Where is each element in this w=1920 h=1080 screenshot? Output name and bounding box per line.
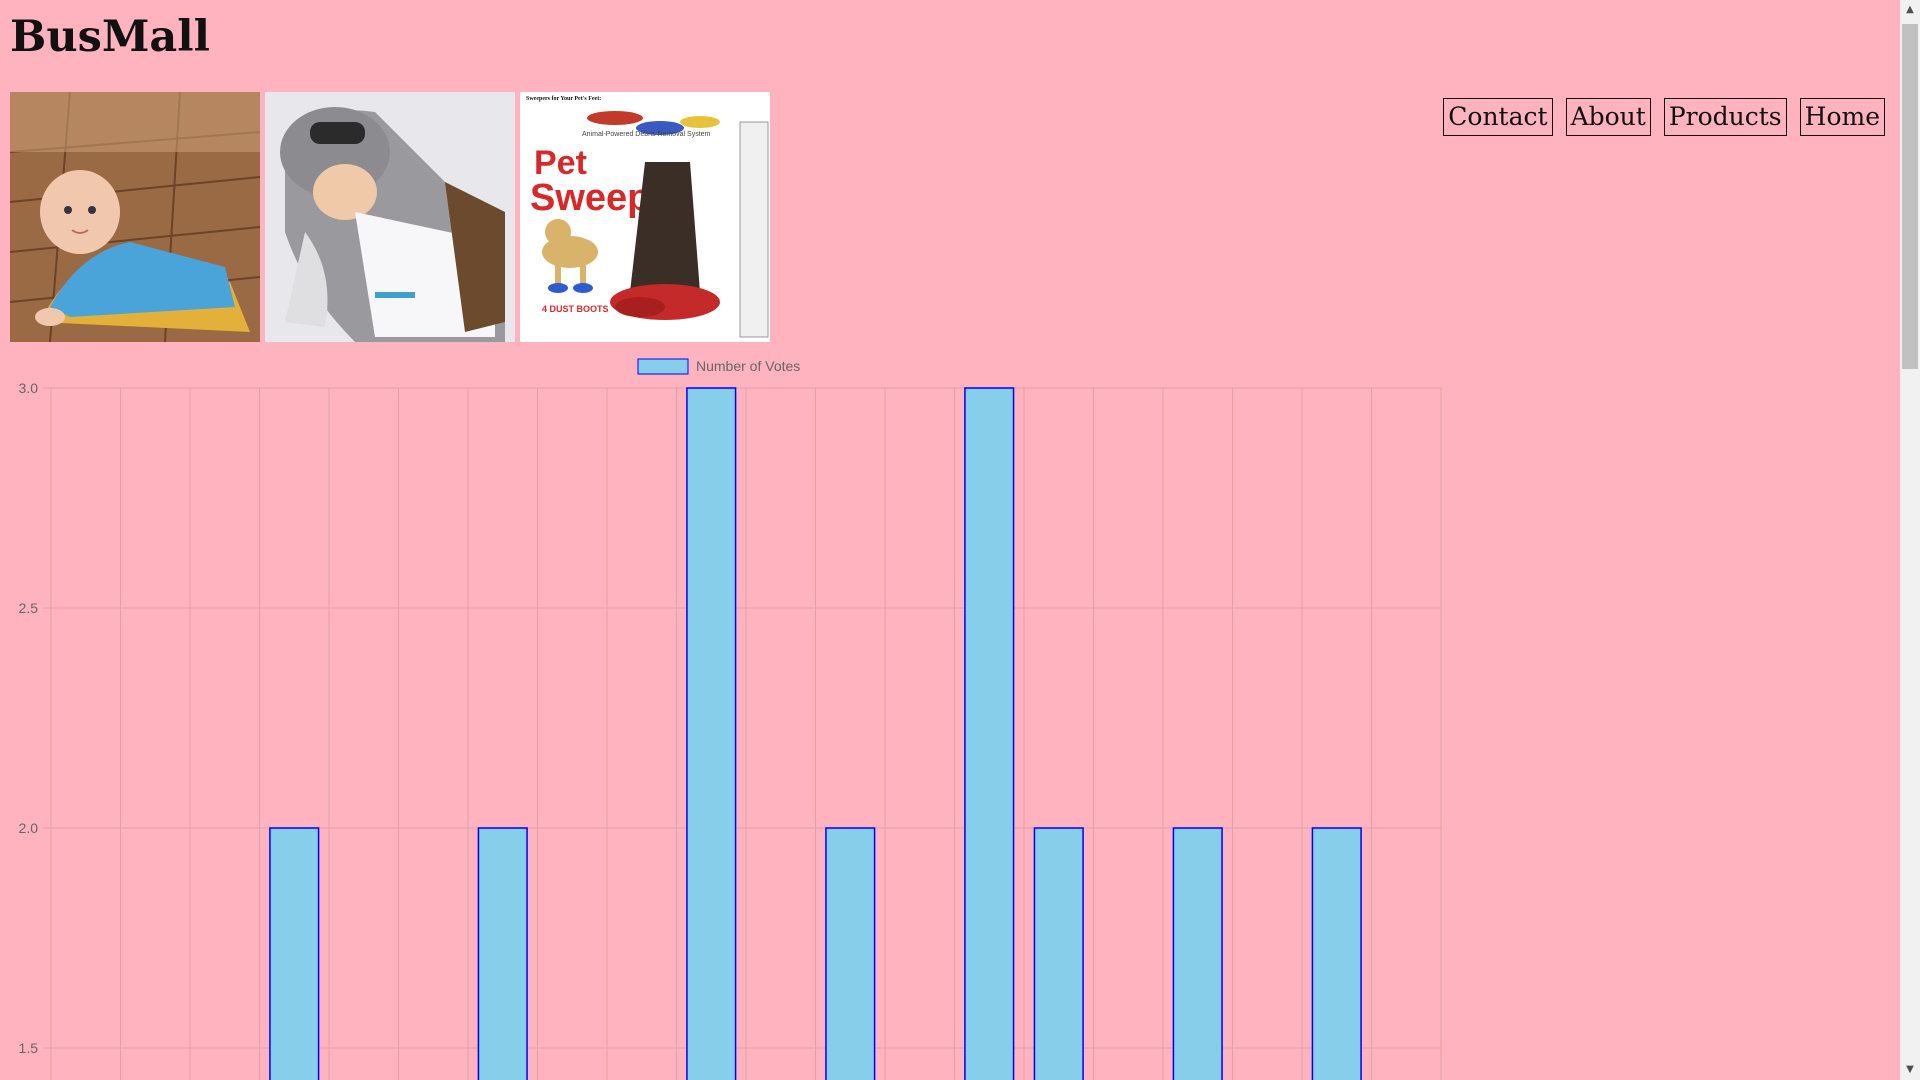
- votes-chart-svg: Number of Votes 3.0 2.5 2.0 1.5: [19, 358, 1442, 1080]
- pet-sweep-title-line-2: Sweep: [530, 177, 650, 219]
- votes-chart: Number of Votes 3.0 2.5 2.0 1.5: [0, 350, 1460, 1080]
- pet-sweep-subtitle: Animal-Powered Debris Removal System: [582, 131, 711, 138]
- y-tick-label: 2.0: [19, 820, 39, 836]
- product-image-baby-sweep[interactable]: [10, 92, 260, 342]
- chart-bar: [1311, 827, 1362, 1080]
- chart-bar: [477, 827, 528, 1080]
- product-image-pet-sweep[interactable]: Sweepers for Your Pet's Feet: Pet Sweep …: [520, 92, 770, 342]
- legend-swatch: [637, 358, 689, 375]
- scroll-down-arrow-icon[interactable]: ▼: [1906, 1064, 1914, 1075]
- chart-bar: [825, 827, 876, 1080]
- chart-bar: [269, 827, 320, 1080]
- nav-products-link[interactable]: Products: [1663, 98, 1787, 136]
- pet-sweep-footer: 4 DUST BOOTS: [542, 304, 609, 314]
- chart-bar: [964, 387, 1015, 1080]
- y-tick-label: 3.0: [19, 380, 39, 396]
- baby-sweep-picture: [10, 92, 260, 342]
- site-title: BusMall: [10, 12, 210, 62]
- nav-bar: Contact About Products Home: [1443, 98, 1885, 136]
- pet-sweep-title-line-1: Pet: [534, 144, 587, 182]
- y-tick-label: 1.5: [19, 1040, 39, 1056]
- pet-sweep-box-picture: Sweepers for Your Pet's Feet: Pet Sweep …: [520, 92, 770, 342]
- nav-home-link[interactable]: Home: [1799, 98, 1885, 136]
- product-images: Sweepers for Your Pet's Feet: Pet Sweep …: [10, 92, 770, 342]
- sleeping-bag-picture: [265, 92, 515, 342]
- scroll-up-arrow-icon[interactable]: ▲: [1906, 4, 1914, 15]
- nav-about-link[interactable]: About: [1565, 98, 1651, 136]
- nav-contact-link[interactable]: Contact: [1443, 98, 1553, 136]
- pet-sweep-box-header: Sweepers for Your Pet's Feet:: [526, 96, 601, 102]
- chart-bar: [686, 387, 737, 1080]
- product-image-tauntaun-sleeping-bag[interactable]: [265, 92, 515, 342]
- legend-label: Number of Votes: [696, 358, 800, 374]
- scroll-thumb[interactable]: [1902, 24, 1918, 369]
- chart-bar: [1033, 827, 1084, 1080]
- chart-bar: [1172, 827, 1223, 1080]
- vertical-scrollbar[interactable]: ▲ ▼: [1900, 0, 1920, 1080]
- y-tick-label: 2.5: [19, 600, 39, 616]
